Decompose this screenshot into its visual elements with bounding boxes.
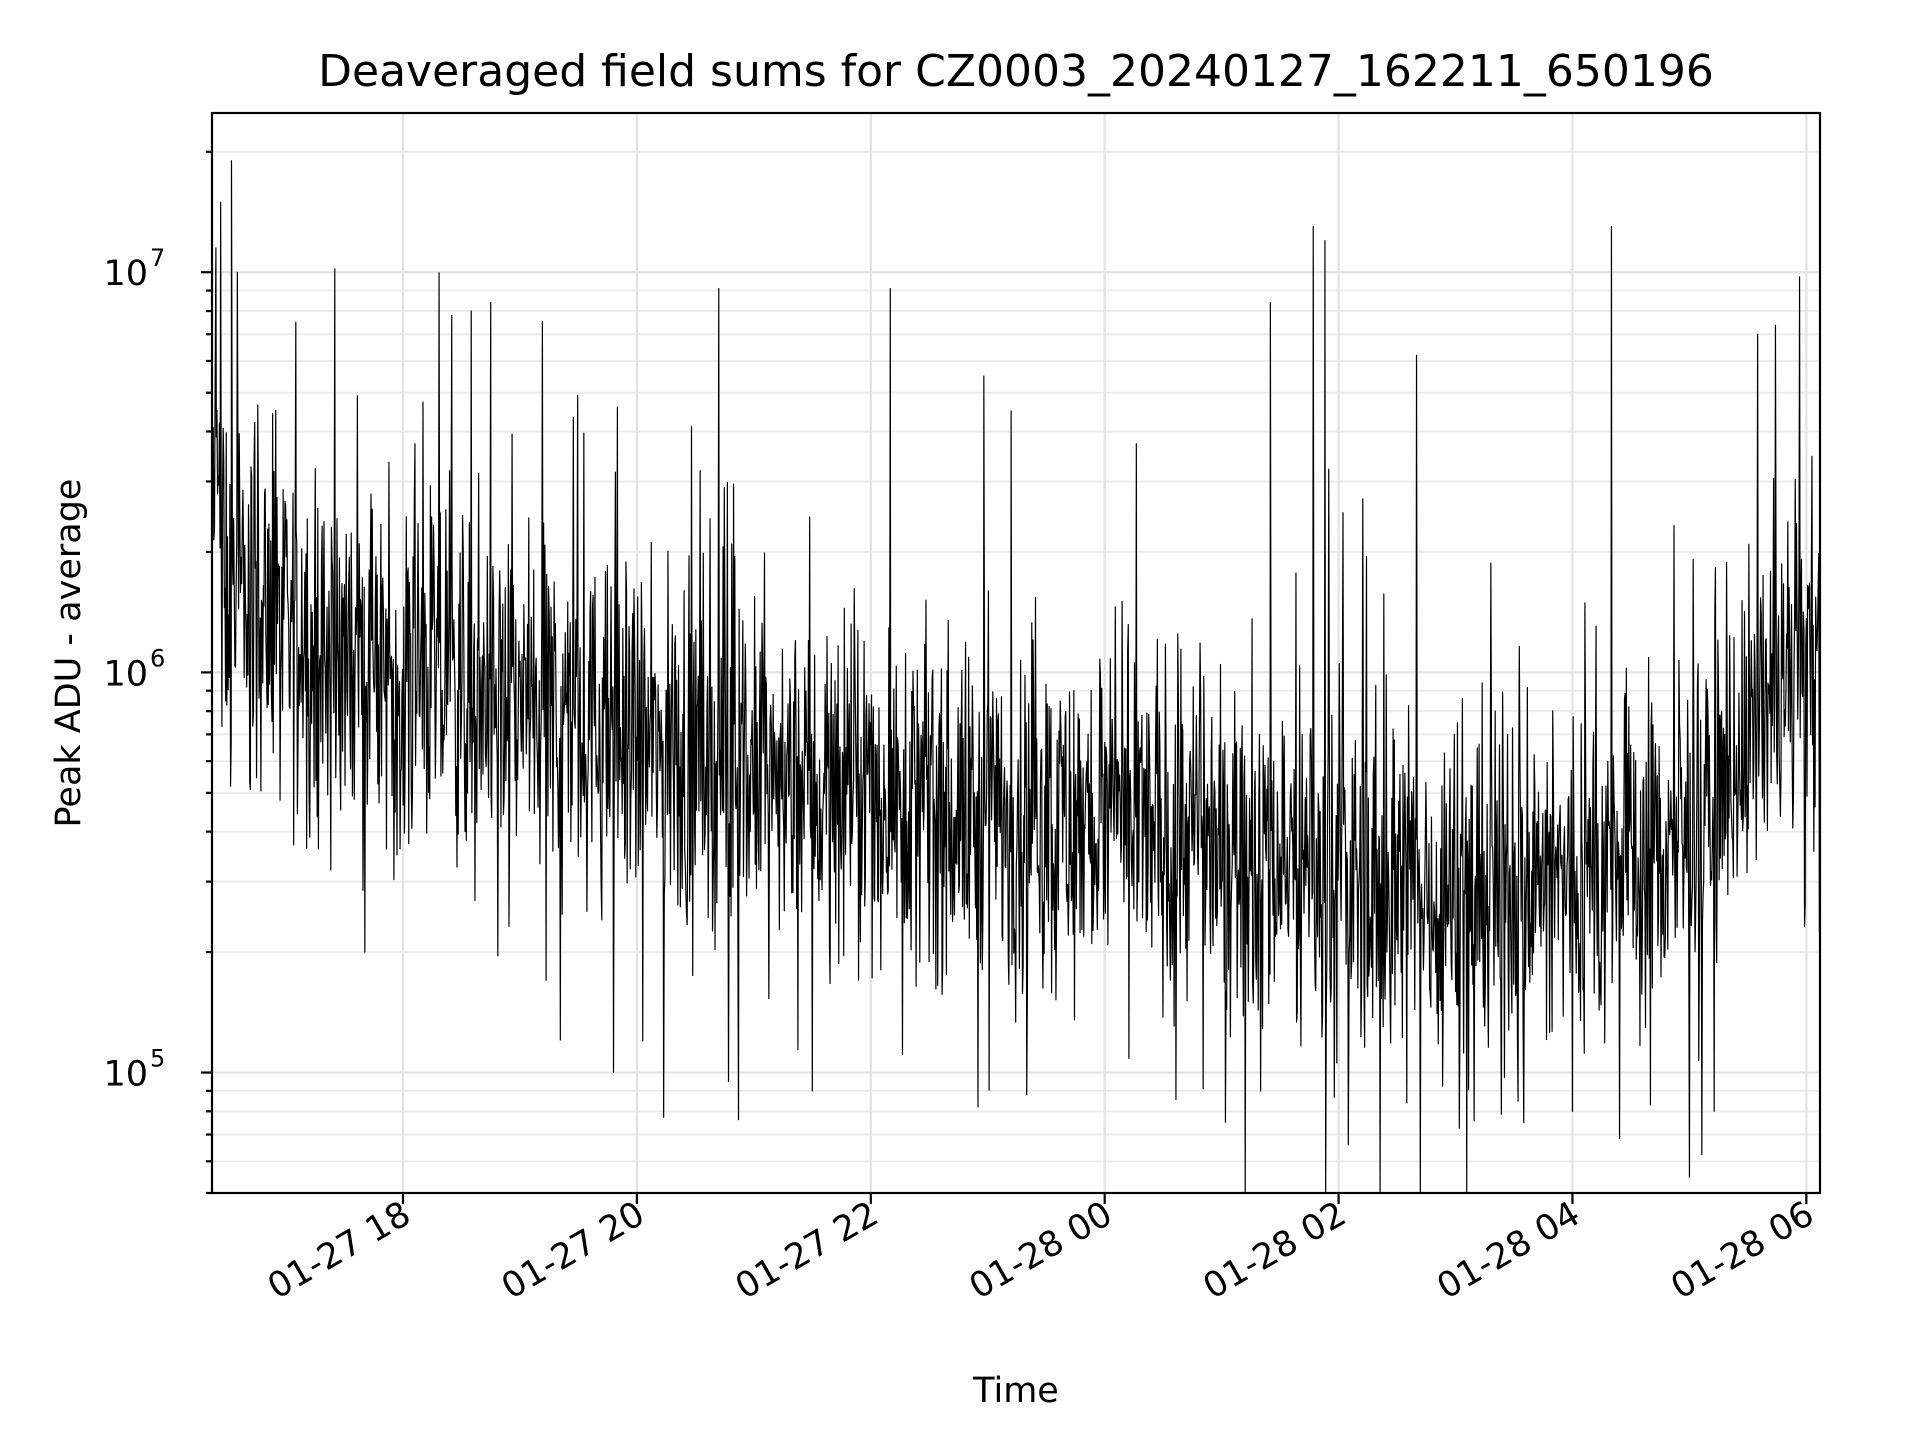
y-axis-label: Peak ADU - average xyxy=(49,479,89,828)
plot-frame xyxy=(210,111,1822,1195)
x-tick-label: 01-28 02 xyxy=(1197,1194,1353,1307)
x-tick-label: 01-27 20 xyxy=(495,1194,651,1307)
y-tick-label-exponent: 5 xyxy=(150,1045,165,1073)
y-tick-label-exponent: 7 xyxy=(150,244,165,272)
x-tick-label: 01-28 06 xyxy=(1665,1194,1821,1307)
x-tick-label: 01-28 04 xyxy=(1431,1194,1587,1307)
chart-title: Deaveraged field sums for CZ0003_2024012… xyxy=(318,46,1714,97)
series-line xyxy=(211,160,1821,1194)
x-tick-label: 01-28 00 xyxy=(963,1194,1119,1307)
y-tick-label-exponent: 6 xyxy=(150,644,165,672)
x-tick-label: 01-27 22 xyxy=(729,1194,885,1307)
y-tick-label: 10 xyxy=(103,654,148,694)
series-layer xyxy=(211,160,1821,1194)
x-tick-label: 01-27 18 xyxy=(261,1194,417,1307)
y-tick-label: 10 xyxy=(103,254,148,294)
x-axis-label: Time xyxy=(972,1371,1059,1411)
y-tick-label: 10 xyxy=(103,1055,148,1095)
